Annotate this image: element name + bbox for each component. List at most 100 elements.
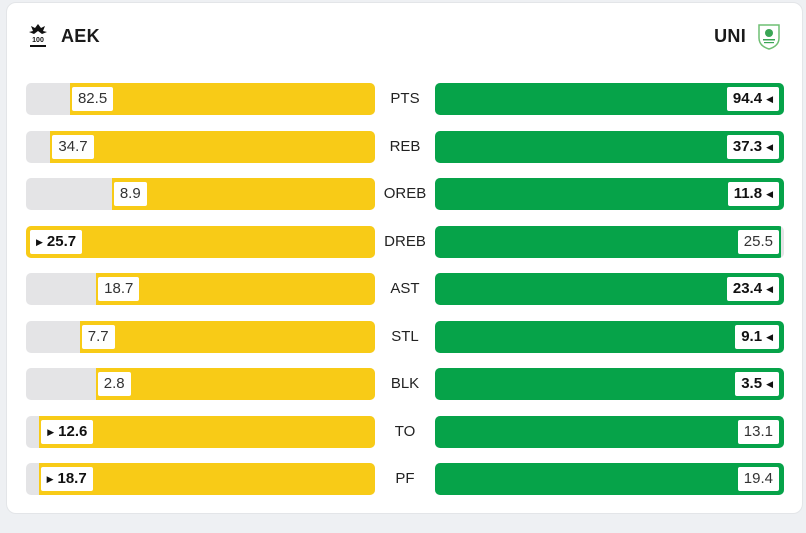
away-stat-bar: 94.4 ◀ bbox=[435, 83, 784, 115]
stat-label: OREB bbox=[383, 185, 427, 202]
home-stat-fill bbox=[111, 178, 375, 210]
home-stat-fill bbox=[39, 415, 375, 448]
away-stat-value: 13.1 bbox=[735, 417, 781, 446]
home-stat-value: 8.9 bbox=[111, 180, 149, 208]
stat-row-reb: 34.7 REB 37.3 ◀ bbox=[7, 130, 802, 179]
stat-label: AST bbox=[390, 280, 420, 297]
home-stat-bar: ▶ 12.6 bbox=[26, 415, 375, 448]
away-stat-value-text: 9.1 bbox=[741, 327, 763, 345]
away-stat-bar: 11.8 ◀ bbox=[435, 178, 784, 210]
stat-row-blk: 2.8 BLK 3.5 ◀ bbox=[7, 368, 802, 416]
leader-arrow-icon: ◀ bbox=[766, 189, 773, 199]
away-team[interactable]: UNI bbox=[714, 22, 782, 50]
away-stat-value: 11.8 ◀ bbox=[725, 180, 781, 208]
home-team[interactable]: 100 AEK bbox=[25, 22, 100, 50]
away-stat-value-text: 3.5 bbox=[741, 375, 763, 392]
stat-label: PTS bbox=[390, 90, 420, 107]
leader-arrow-icon: ▶ bbox=[46, 474, 54, 484]
away-stat-bar: 37.3 ◀ bbox=[435, 130, 784, 163]
home-stat-value-text: 25.7 bbox=[46, 232, 77, 250]
stat-label: TO bbox=[394, 422, 416, 440]
away-stat-value: 23.4 ◀ bbox=[724, 275, 781, 303]
stat-row-stl: 7.7 STL 9.1 ◀ bbox=[7, 320, 802, 369]
away-stat-value-text: 11.8 bbox=[733, 185, 763, 202]
stat-label: DREB bbox=[384, 232, 426, 250]
home-stat-value-text: 18.7 bbox=[104, 280, 134, 297]
stat-row-pts: 82.5 PTS 94.4 ◀ bbox=[7, 83, 802, 131]
away-stat-bar: 3.5 ◀ bbox=[435, 368, 784, 400]
home-stat-fill bbox=[50, 130, 375, 163]
home-stat-bar: ▶ 25.7 bbox=[26, 225, 375, 258]
svg-text:100: 100 bbox=[32, 37, 44, 44]
home-stat-fill bbox=[95, 368, 375, 400]
away-stat-fill bbox=[435, 463, 784, 495]
home-stat-bar: 7.7 bbox=[26, 320, 375, 353]
stat-row-dreb: ▶ 25.7 DREB 25.5 bbox=[7, 225, 802, 274]
uni-shield-icon bbox=[758, 24, 780, 50]
leader-arrow-icon: ▶ bbox=[36, 236, 43, 247]
leader-arrow-icon: ◀ bbox=[766, 141, 773, 152]
home-stat-value: 2.8 bbox=[95, 370, 133, 398]
stat-rows: 82.5 PTS 94.4 ◀ 34.7 REB 37.3 ◀ 8.9 OREB 11.8 ◀ ▶ 25.… bbox=[7, 83, 802, 511]
leader-arrow-icon: ◀ bbox=[766, 94, 773, 104]
away-stat-fill bbox=[435, 415, 784, 448]
away-stat-bar: 9.1 ◀ bbox=[435, 320, 784, 353]
away-stat-value-text: 19.4 bbox=[743, 470, 773, 487]
away-stat-value: 19.4 bbox=[735, 465, 781, 493]
away-stat-value-text: 94.4 bbox=[732, 90, 763, 107]
leader-arrow-icon: ◀ bbox=[766, 331, 773, 342]
away-stat-value: 3.5 ◀ bbox=[733, 370, 781, 398]
home-stat-value: 82.5 bbox=[69, 85, 116, 113]
away-stat-fill bbox=[435, 368, 784, 400]
stat-label: STL bbox=[391, 327, 419, 345]
comparison-header: 100 AEK UNI bbox=[7, 3, 802, 65]
away-stat-value-text: 25.5 bbox=[743, 232, 773, 250]
home-stat-value: ▶ 18.7 bbox=[38, 465, 95, 493]
leader-arrow-icon: ◀ bbox=[766, 379, 773, 389]
away-stat-fill bbox=[435, 320, 784, 353]
away-stat-bar: 25.5 bbox=[435, 225, 784, 258]
team-stats-comparison-card: 100 AEK UNI 82.5 PTS 94.4 ◀ 34.7 REB 37.3 ◀ 8.9 O… bbox=[6, 2, 803, 514]
stat-row-to: ▶ 12.6 TO 13.1 bbox=[7, 415, 802, 464]
leader-arrow-icon: ◀ bbox=[766, 284, 773, 294]
aek-crest-icon: 100 bbox=[29, 24, 47, 47]
home-stat-bar: 18.7 bbox=[26, 273, 375, 305]
home-stat-value-text: 18.7 bbox=[57, 470, 87, 487]
home-stat-bar: 2.8 bbox=[26, 368, 375, 400]
away-stat-value-text: 37.3 bbox=[732, 137, 763, 155]
away-stat-value: 9.1 ◀ bbox=[733, 322, 781, 351]
home-stat-fill bbox=[69, 83, 375, 115]
home-stat-bar: ▶ 18.7 bbox=[26, 463, 375, 495]
stat-row-ast: 18.7 AST 23.4 ◀ bbox=[7, 273, 802, 321]
away-stat-bar: 19.4 bbox=[435, 463, 784, 495]
away-team-name: UNI bbox=[714, 25, 746, 46]
home-stat-value-text: 2.8 bbox=[103, 375, 125, 392]
home-stat-bar: 34.7 bbox=[26, 130, 375, 163]
stat-row-oreb: 8.9 OREB 11.8 ◀ bbox=[7, 178, 802, 226]
home-stat-bar: 82.5 bbox=[26, 83, 375, 115]
away-stat-value-text: 23.4 bbox=[732, 280, 763, 297]
away-stat-value: 94.4 ◀ bbox=[724, 85, 781, 113]
home-stat-fill bbox=[26, 225, 375, 258]
home-stat-bar: 8.9 bbox=[26, 178, 375, 210]
home-stat-value: 18.7 bbox=[96, 275, 142, 303]
stat-label: PF bbox=[395, 470, 415, 487]
home-stat-value-text: 12.6 bbox=[58, 422, 88, 440]
home-stat-value-text: 8.9 bbox=[119, 185, 141, 202]
home-stat-value-text: 7.7 bbox=[87, 327, 109, 345]
away-stat-value: 25.5 bbox=[735, 227, 781, 256]
home-stat-fill bbox=[79, 320, 375, 353]
home-stat-value: 7.7 bbox=[79, 322, 117, 351]
home-stat-fill bbox=[96, 273, 375, 305]
home-stat-value-text: 82.5 bbox=[77, 90, 108, 107]
away-stat-value: 37.3 ◀ bbox=[724, 132, 781, 161]
home-stat-value: 34.7 bbox=[50, 132, 96, 161]
stat-row-pf: ▶ 18.7 PF 19.4 bbox=[7, 463, 802, 511]
stat-label: REB bbox=[389, 137, 421, 155]
away-stat-bar: 13.1 bbox=[435, 415, 784, 448]
away-stat-bar: 23.4 ◀ bbox=[435, 273, 784, 305]
stat-label: BLK bbox=[390, 375, 420, 392]
away-stat-fill bbox=[435, 225, 782, 258]
home-stat-value: ▶ 25.7 bbox=[28, 227, 85, 256]
home-stat-value-text: 34.7 bbox=[58, 137, 88, 155]
